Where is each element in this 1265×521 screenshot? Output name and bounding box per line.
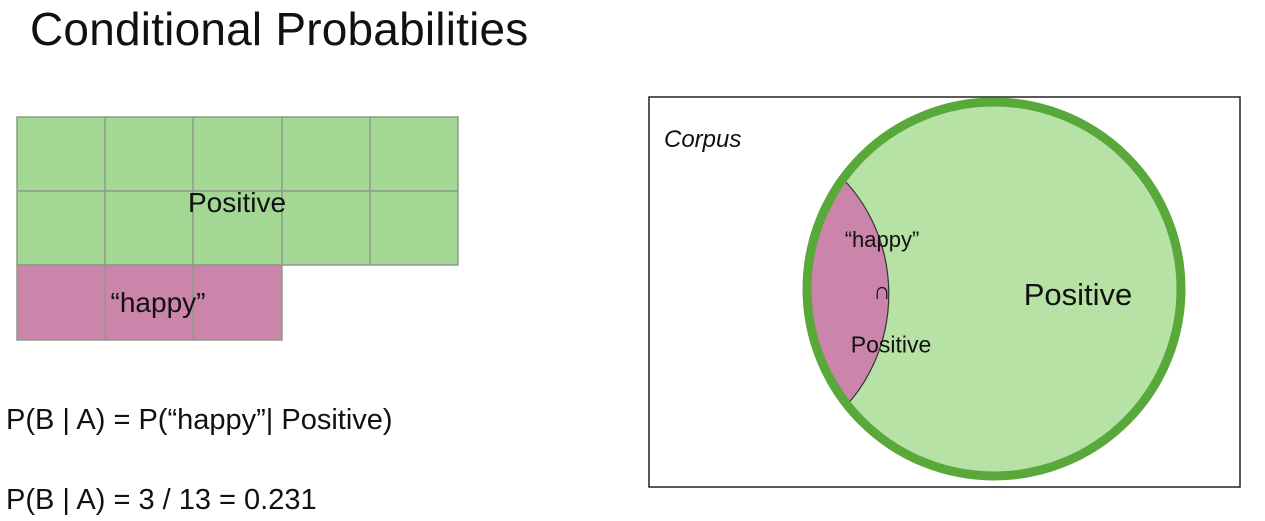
happy-label: “happy” <box>110 287 206 318</box>
grid-graphic <box>16 116 459 341</box>
positive-circle <box>807 102 1181 476</box>
formula-result: P(B | A) = 3 / 13 = 0.231 <box>6 484 317 516</box>
corpus-label: Corpus <box>664 126 742 153</box>
intersection-happy-label: “happy” <box>844 227 920 252</box>
grid-lines <box>17 117 458 340</box>
positive-circle-outline <box>802 97 1186 481</box>
slide-title: Conditional Probabilities <box>30 3 529 55</box>
venn-graphic <box>648 96 1241 488</box>
venn-positive-label: Positive <box>1023 277 1133 312</box>
formula-conditional: P(B | A) = P(“happy”| Positive) <box>6 404 393 436</box>
happy-region <box>16 264 283 341</box>
word-count-grid: Positive “happy” <box>16 116 460 342</box>
intersection-positive-label: Positive <box>850 331 932 358</box>
positive-label: Positive <box>187 187 287 218</box>
intersection-symbol: ∩ <box>873 278 891 305</box>
corpus-venn-diagram: Corpus Positive “happy” ∩ Positive <box>648 96 1241 488</box>
